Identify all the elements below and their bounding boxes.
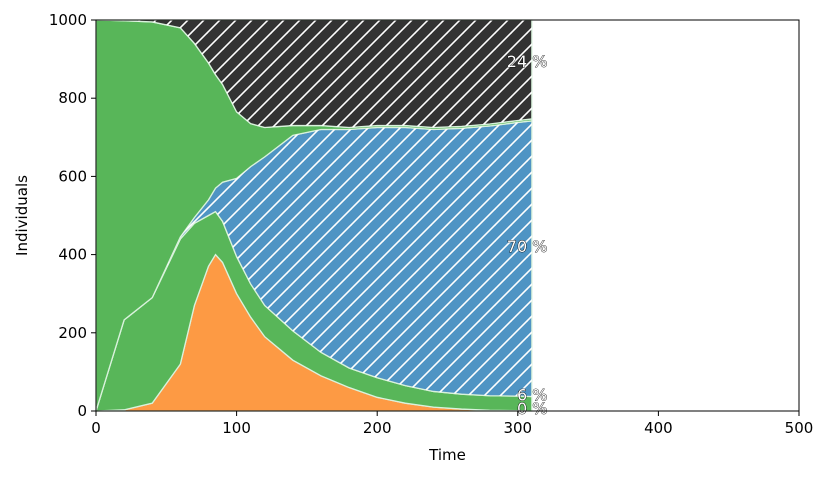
percent-annotation: 0 %: [517, 399, 547, 418]
x-tick-label: 300: [503, 419, 532, 437]
x-tick-label: 100: [222, 419, 251, 437]
y-tick-label: 400: [58, 246, 87, 264]
percent-annotation: 24 %: [507, 52, 548, 71]
y-tick-label: 600: [58, 167, 87, 185]
y-tick-label: 0: [77, 402, 87, 420]
plot-frame: [95, 19, 800, 412]
y-tick-label: 800: [58, 89, 87, 107]
x-tick-label: 200: [363, 419, 392, 437]
x-axis-label: Time: [428, 446, 466, 464]
x-tick-label: 400: [644, 419, 673, 437]
y-axis-label: Individuals: [13, 175, 31, 256]
percent-annotation: 70 %: [507, 237, 548, 256]
annotation-group: 24 % 70 % 6 %0 %: [506, 52, 548, 419]
percent-annotation: 6 %: [517, 386, 547, 405]
y-axis: 0 200 400 600 800 1000: [49, 11, 96, 420]
y-tick-label: 200: [58, 324, 87, 342]
hatch-overlay-group: [96, 20, 532, 411]
hatch-black: [96, 20, 532, 128]
x-axis: 0 100 200 300 400 500: [91, 411, 813, 437]
y-tick-label: 1000: [49, 11, 87, 29]
x-tick-label: 500: [785, 419, 814, 437]
x-tick-label: 0: [91, 419, 101, 437]
hatch-blue: [96, 120, 532, 411]
